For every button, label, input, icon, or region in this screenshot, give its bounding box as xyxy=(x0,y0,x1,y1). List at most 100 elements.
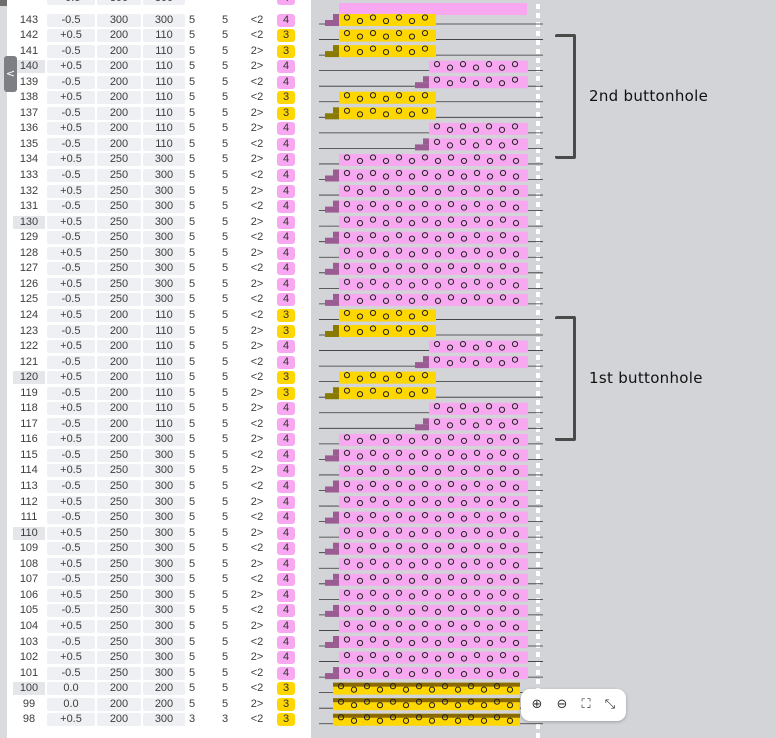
cell-a: 200 xyxy=(97,75,141,89)
edge-marker xyxy=(536,193,540,198)
table-row[interactable]: 108 +0.5 250 300 5 5 2> 4 xyxy=(7,557,311,573)
stitch-loop xyxy=(447,154,455,161)
stitch-loop xyxy=(512,188,520,196)
edge-marker xyxy=(536,670,540,675)
table-row[interactable]: 107 -0.5 250 300 5 5 <2 4 xyxy=(7,572,311,588)
stitch-loop xyxy=(473,527,481,534)
table-row[interactable]: 121 -0.5 200 110 5 5 <2 4 xyxy=(7,355,311,371)
table-row[interactable]: 137 -0.5 200 110 5 5 2> 3 xyxy=(7,106,311,122)
table-row[interactable]: 119 -0.5 200 110 5 5 2> 3 xyxy=(7,386,311,402)
stitch-loop xyxy=(447,294,455,301)
table-row[interactable]: 142 +0.5 200 110 5 5 <2 3 xyxy=(7,28,311,44)
stitch-loop xyxy=(395,449,403,456)
cell-direction: <2 xyxy=(250,371,264,384)
table-row[interactable]: 118 +0.5 200 110 5 5 2> 4 xyxy=(7,401,311,417)
table-row[interactable]: 109 -0.5 250 300 5 5 <2 4 xyxy=(7,541,311,557)
table-row[interactable]: 98 +0.5 200 300 3 3 <2 3 xyxy=(7,712,311,728)
table-row[interactable]: 143 -0.5 300 300 5 5 <2 4 xyxy=(7,13,311,29)
stitch-loop xyxy=(382,546,390,553)
zoom-in-icon[interactable]: ⊕ xyxy=(531,697,543,712)
stitch-loop xyxy=(485,403,493,410)
table-row[interactable]: 110 +0.5 250 300 5 5 2> 4 xyxy=(7,526,311,542)
cell-a: 300 xyxy=(97,0,141,5)
table-row[interactable]: 133 -0.5 250 300 5 5 <2 4 xyxy=(7,168,311,184)
cell-delta: -0.5 xyxy=(47,13,95,27)
table-row[interactable]: 125 -0.5 250 300 5 5 <2 4 xyxy=(7,292,311,308)
stitch-loop xyxy=(447,263,455,270)
table-row[interactable]: 105 -0.5 250 300 5 5 <2 4 xyxy=(7,603,311,619)
cell-e: 5 xyxy=(188,651,196,664)
table-row[interactable]: 131 -0.5 250 300 5 5 <2 4 xyxy=(7,199,311,215)
table-row[interactable]: 139 -0.5 200 110 5 5 <2 4 xyxy=(7,75,311,91)
table-row[interactable]: 129 -0.5 250 300 5 5 <2 4 xyxy=(7,230,311,246)
exit-fullscreen-icon[interactable]: ⤡ xyxy=(604,697,616,712)
cell-e: 5 xyxy=(188,402,196,415)
cell-b: 300 xyxy=(143,495,185,509)
cell-a: 300 xyxy=(97,13,141,27)
edge-marker xyxy=(536,472,540,477)
stitch-loop xyxy=(434,608,442,616)
cell-row-number: 129 xyxy=(19,231,39,244)
cell-row-number: 133 xyxy=(19,169,39,181)
edge-marker xyxy=(536,157,540,162)
table-row[interactable]: 120 +0.5 200 110 5 5 <2 3 xyxy=(7,370,311,386)
fit-icon[interactable]: ⛶ xyxy=(581,697,591,712)
stitch-loop xyxy=(473,154,481,161)
table-row[interactable]: 128 +0.5 250 300 5 5 2> 4 xyxy=(7,246,311,262)
table-row[interactable]: 122 +0.5 200 110 5 5 2> 4 xyxy=(7,339,311,355)
cell-direction: 2> xyxy=(250,697,264,710)
cell-a: 250 xyxy=(97,215,141,229)
table-row[interactable]: 135 -0.5 200 110 5 5 <2 4 xyxy=(7,137,311,153)
table-row[interactable]: 112 +0.5 250 300 5 5 2> 4 xyxy=(7,495,311,511)
cell-a: 200 xyxy=(97,44,141,58)
cell-b: 300 xyxy=(143,619,185,633)
table-row[interactable]: 130 +0.5 250 300 5 5 2> 4 xyxy=(7,215,311,231)
stitch-bar xyxy=(339,464,528,477)
edge-marker xyxy=(536,634,540,639)
stitch-loop xyxy=(447,449,455,456)
table-row[interactable]: 124 +0.5 200 110 5 5 <2 3 xyxy=(7,308,311,324)
table-row[interactable]: 99 0.0 200 200 5 5 2> 3 xyxy=(7,697,311,713)
table-row[interactable]: 103 -0.5 250 300 5 5 <2 4 xyxy=(7,635,311,651)
table-row[interactable]: 126 +0.5 250 300 5 5 2> 4 xyxy=(7,277,311,293)
edge-marker xyxy=(536,382,540,387)
collapse-panel-button[interactable]: < xyxy=(4,56,17,92)
stitch-loop xyxy=(421,620,429,628)
zoom-out-icon[interactable]: ⊖ xyxy=(556,697,568,712)
table-row[interactable]: 123 -0.5 200 110 5 5 2> 3 xyxy=(7,324,311,340)
edge-marker xyxy=(536,445,540,450)
table-row[interactable]: 115 -0.5 250 300 5 5 <2 4 xyxy=(7,448,311,464)
table-row[interactable]: 106 +0.5 250 300 5 5 2> 4 xyxy=(7,588,311,604)
table-row[interactable]: 134 +0.5 250 300 5 5 2> 4 xyxy=(7,152,311,168)
table-row[interactable]: 111 -0.5 250 300 5 5 <2 4 xyxy=(7,510,311,526)
stitch-loop xyxy=(363,698,371,705)
table-row[interactable]: 114 +0.5 250 300 5 5 2> 4 xyxy=(7,463,311,479)
stitch-loop xyxy=(421,651,429,659)
table-row[interactable]: 101 -0.5 250 300 5 5 <2 4 xyxy=(7,666,311,682)
stitch-loop xyxy=(428,702,436,709)
table-row[interactable]: 127 -0.5 250 300 5 5 <2 4 xyxy=(7,261,311,277)
stitch-loop xyxy=(395,620,403,628)
stitch-loop xyxy=(369,651,377,659)
table-row[interactable]: 138 +0.5 200 110 5 5 <2 3 xyxy=(7,90,311,106)
table-row[interactable]: 100 0.0 200 200 5 5 <2 3 xyxy=(7,681,311,697)
stitch-bar xyxy=(339,278,528,291)
table-row[interactable]: 104 +0.5 250 300 5 5 2> 4 xyxy=(7,619,311,635)
table-row[interactable]: 113 -0.5 250 300 5 5 <2 4 xyxy=(7,479,311,495)
stitch-loop xyxy=(486,251,494,258)
table-row[interactable]: 102 +0.5 250 300 5 5 2> 4 xyxy=(7,650,311,666)
stitch-loop xyxy=(395,387,403,394)
stitch-loop xyxy=(460,453,468,460)
cell-b: 110 xyxy=(143,29,185,43)
stitch-loop xyxy=(382,235,390,242)
table-row[interactable]: 136 +0.5 200 110 5 5 2> 4 xyxy=(7,121,311,137)
table-row[interactable]: 140 +0.5 200 110 5 5 2> 4 xyxy=(7,59,311,75)
stitch-loop xyxy=(415,683,423,690)
stitch-loop xyxy=(395,496,403,503)
table-row[interactable]: 141 -0.5 200 110 5 5 2> 3 xyxy=(7,44,311,60)
stitch-loop xyxy=(343,434,351,441)
table-row[interactable]: 117 -0.5 200 110 5 5 <2 4 xyxy=(7,417,311,433)
table-row[interactable]: 132 +0.5 250 300 5 5 2> 4 xyxy=(7,184,311,200)
table-row[interactable]: 116 +0.5 200 300 5 5 2> 4 xyxy=(7,432,311,448)
cell-row-number: 108 xyxy=(19,557,39,570)
